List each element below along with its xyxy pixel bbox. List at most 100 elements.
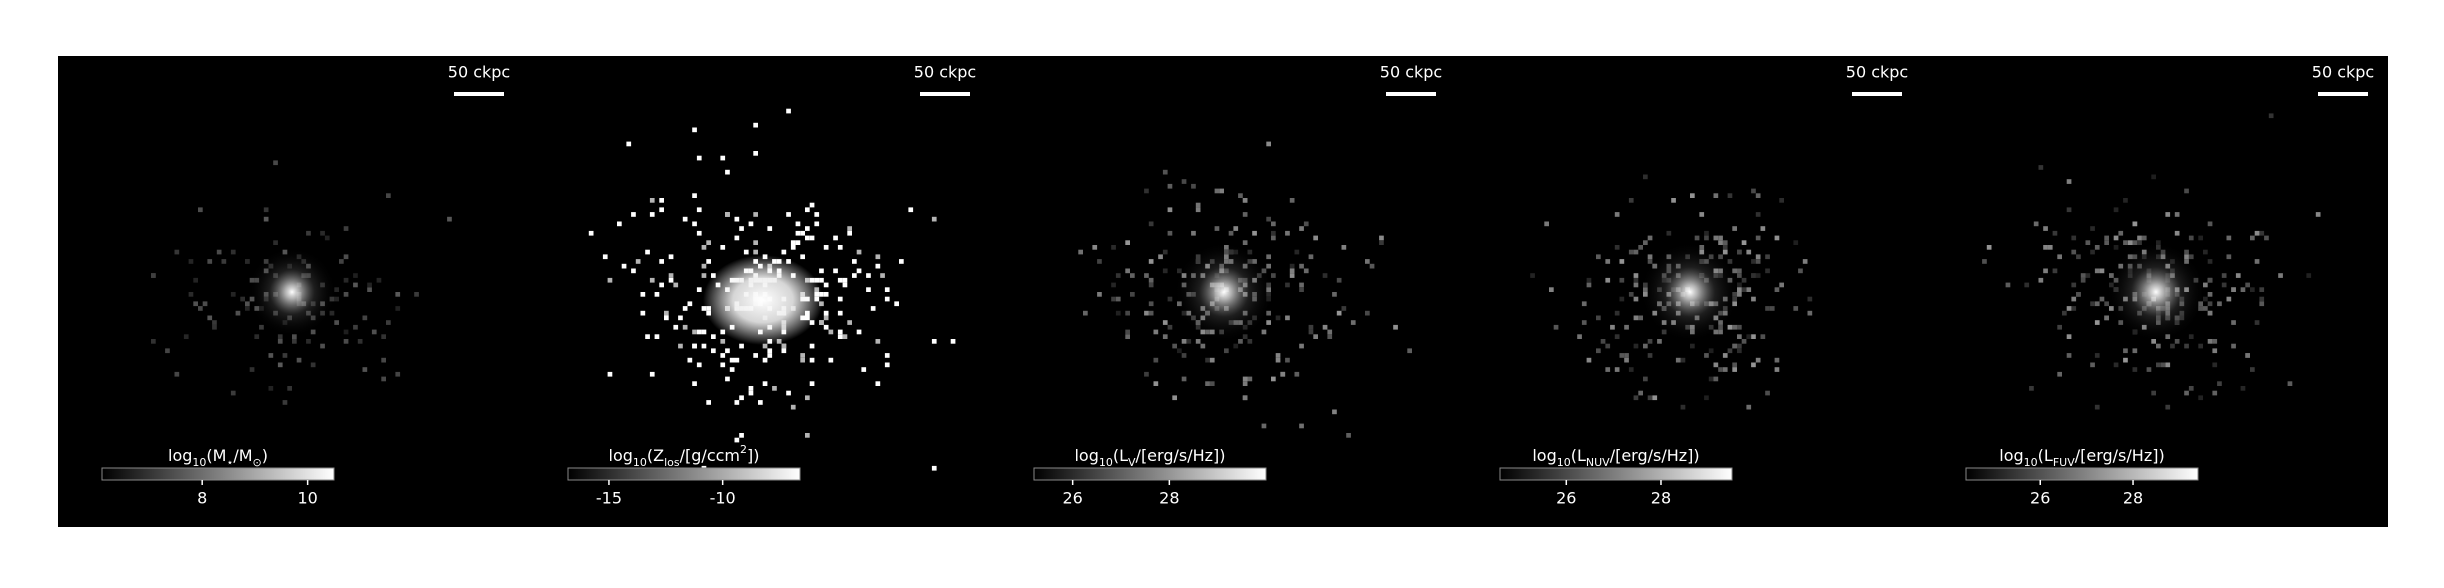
pixel [2104, 240, 2109, 245]
pixel [395, 306, 401, 311]
pixel [282, 353, 288, 358]
pixel [2151, 174, 2156, 180]
pixel [2240, 287, 2246, 292]
pixel [2170, 343, 2175, 349]
pixel [2071, 249, 2077, 255]
label-part: 10 [1099, 456, 1113, 469]
pixel [2066, 353, 2072, 358]
pixel [268, 353, 274, 358]
pixel [805, 226, 810, 231]
pixel [1633, 296, 1639, 302]
pixel [1224, 348, 1229, 354]
pixel [2226, 296, 2232, 302]
pixel [1200, 343, 1206, 349]
pixel [931, 465, 937, 471]
pixel [1765, 306, 1770, 311]
pixel [353, 273, 358, 278]
pixel [800, 230, 805, 236]
pixel [1628, 249, 1634, 255]
pixel [617, 221, 622, 227]
pixel [2259, 296, 2265, 302]
pixel [781, 343, 787, 349]
pixel [734, 216, 740, 222]
pixel [1765, 254, 1770, 260]
pixel [805, 433, 810, 438]
pixel [753, 122, 758, 128]
colorbar-label: log10(Zlos/[g/ccm2]) [609, 443, 760, 469]
pixel [2085, 240, 2091, 245]
pixel [1647, 235, 1653, 241]
pixel [734, 400, 740, 405]
pixel [1751, 296, 1756, 302]
pixel [2071, 306, 2077, 311]
pixel [1261, 329, 1267, 335]
pixel [908, 207, 914, 213]
pixel [207, 315, 213, 321]
pixel [1111, 296, 1116, 302]
pixel [1680, 357, 1686, 363]
pixel [720, 339, 726, 344]
pixel [1722, 353, 1728, 358]
pixel [1727, 259, 1733, 264]
pixel [174, 371, 180, 377]
pixel [828, 357, 834, 363]
pixel [277, 334, 283, 339]
pixel [1610, 324, 1615, 330]
pixel [2146, 367, 2152, 372]
pixel [1614, 310, 1620, 316]
panel [1078, 141, 1412, 438]
pixel [795, 240, 801, 245]
pixel [2118, 230, 2124, 236]
pixel [2090, 362, 2095, 368]
pixel [1125, 334, 1130, 339]
pixel [2066, 179, 2072, 184]
pixel [1271, 221, 1276, 227]
pixel [1751, 259, 1756, 264]
pixel [1755, 212, 1761, 217]
pixel [1303, 221, 1309, 227]
pixel [1162, 268, 1168, 274]
scalebar-label: 50 ckpc [448, 63, 510, 82]
pixel [762, 381, 768, 386]
colorbar-tick-label: 26 [2030, 489, 2050, 508]
pixel [706, 240, 711, 245]
pixel [1553, 324, 1559, 330]
pixel [230, 292, 236, 297]
pixel [621, 263, 627, 269]
pixel [254, 334, 260, 339]
pixel [1083, 310, 1088, 316]
pixel [1097, 259, 1102, 264]
pixel [701, 245, 707, 250]
label-part: log [1074, 446, 1098, 465]
pixel [1115, 310, 1121, 316]
pixel [720, 155, 726, 161]
panel [151, 160, 452, 405]
pixel [809, 381, 815, 386]
pixel [2127, 240, 2133, 245]
pixel [696, 230, 702, 236]
pixel [1986, 245, 1992, 250]
pixel [2254, 320, 2260, 325]
pixel [753, 212, 758, 217]
pixel [1657, 339, 1662, 344]
pixel [1233, 226, 1239, 231]
pixel [2203, 306, 2208, 311]
pixel [837, 334, 843, 339]
pixel [235, 310, 241, 316]
pixel [230, 249, 236, 255]
pixel [2198, 395, 2203, 401]
pixel [381, 357, 386, 363]
pixel [696, 362, 702, 368]
pixel [692, 381, 697, 386]
label-part: ]) [747, 446, 759, 465]
pixel [2043, 245, 2048, 250]
pixel [1148, 282, 1154, 288]
pixel [2198, 235, 2203, 241]
pixel [692, 127, 697, 133]
pixel [720, 353, 726, 358]
pixel [856, 268, 862, 274]
label-part: /[g/ccm [680, 446, 740, 465]
pixel [2226, 254, 2232, 260]
pixel [2029, 386, 2034, 391]
pixel [1549, 287, 1554, 292]
